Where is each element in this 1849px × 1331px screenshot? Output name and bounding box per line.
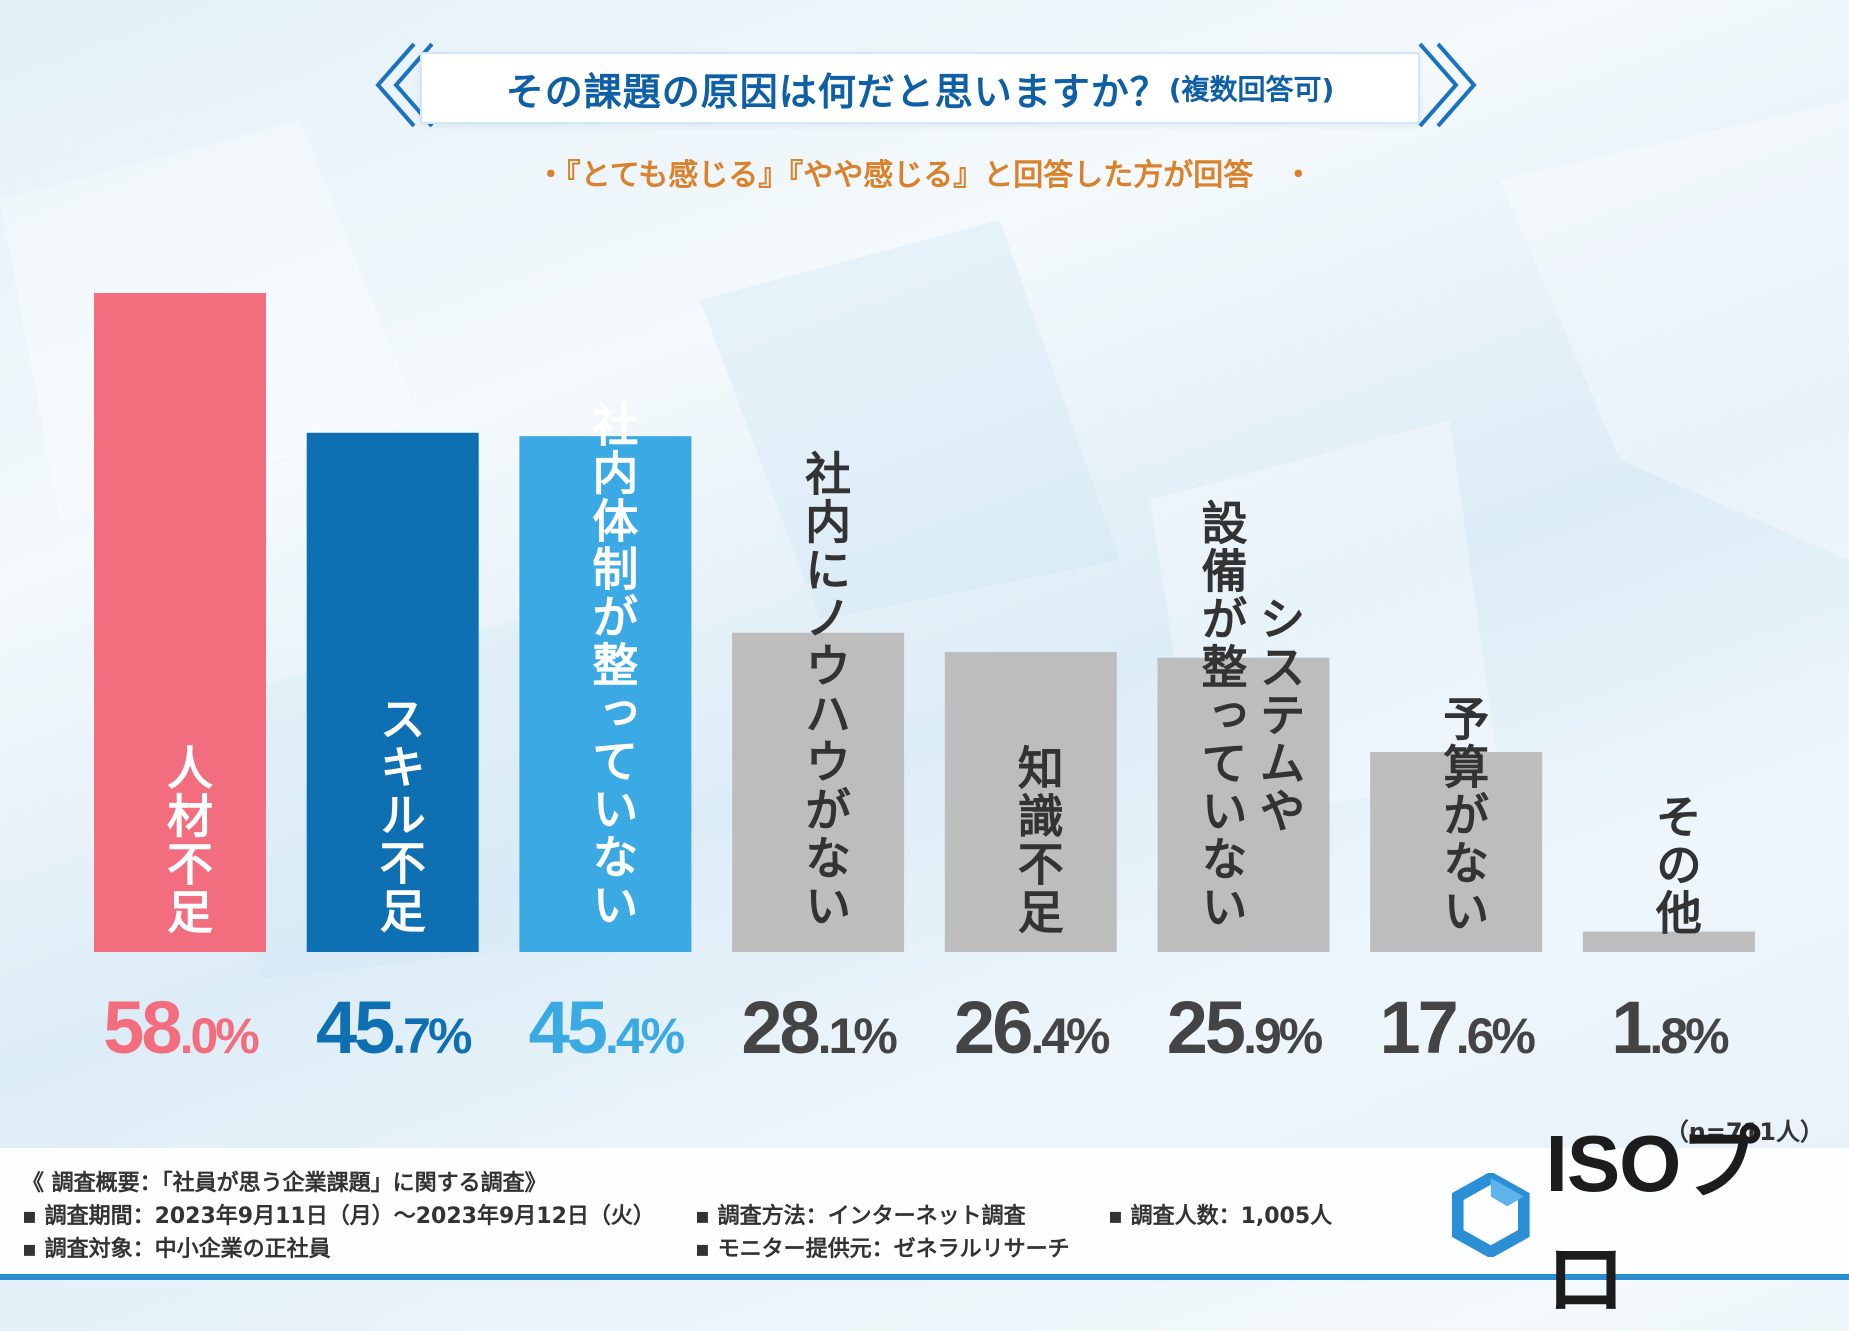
value-label-6: 25.9% bbox=[1124, 985, 1364, 1070]
value-label-8: 1.8% bbox=[1549, 985, 1789, 1070]
survey-summary: 《 調査概要：「社員が思う企業課題」に関する調査》 bbox=[22, 1171, 547, 1196]
chevron-right-icon bbox=[1418, 42, 1477, 128]
value-label-dec-6: .9% bbox=[1243, 1008, 1323, 1064]
category-label-1-col-1: 人材不足 bbox=[160, 744, 214, 936]
category-label-6-col-1: システムや bbox=[1252, 595, 1307, 835]
category-label-2-col-1: スキル不足 bbox=[372, 695, 427, 935]
bar-3 bbox=[519, 436, 692, 952]
value-label-2: 45.7% bbox=[273, 985, 513, 1070]
value-label-int-2: 45 bbox=[315, 986, 395, 1069]
value-label-7: 17.6% bbox=[1336, 985, 1576, 1070]
bar-8 bbox=[1582, 931, 1755, 952]
chart-title-note: (複数回答可) bbox=[1168, 73, 1335, 106]
survey-footer bbox=[0, 1148, 1849, 1280]
bar-5 bbox=[944, 652, 1117, 952]
survey-method: ▪ 調査方法：インターネット調査 bbox=[695, 1204, 1026, 1229]
isopro-logo: ISOプロ bbox=[1450, 1119, 1830, 1324]
category-label-7: 予算がない bbox=[1427, 690, 1491, 940]
value-label-int-5: 26 bbox=[954, 986, 1033, 1069]
category-label-3: 社内体制が整っていない bbox=[576, 390, 640, 940]
value-label-int-3: 45 bbox=[528, 986, 608, 1069]
category-label-8-col-1: その他 bbox=[1648, 793, 1703, 937]
value-label-dec-8: .8% bbox=[1649, 1008, 1729, 1064]
value-label-dec-3: .4% bbox=[604, 1008, 685, 1064]
value-label-4: 28.1% bbox=[698, 985, 938, 1070]
survey-provider: ▪ モニター提供元：ゼネラルリサーチ bbox=[695, 1237, 1070, 1262]
hexagon-logo-icon bbox=[1451, 1173, 1530, 1257]
bar-1 bbox=[94, 293, 266, 952]
bar-6 bbox=[1157, 657, 1330, 952]
bar-4 bbox=[732, 632, 905, 952]
category-label-5-col-1: 知識不足 bbox=[1010, 744, 1065, 936]
survey-count: ▪ 調査人数：1,005人 bbox=[1108, 1204, 1333, 1229]
value-label-int-7: 17 bbox=[1379, 986, 1458, 1069]
category-label-3-col-1: 社内体制が整っていない bbox=[585, 401, 640, 929]
survey-target: ▪ 調査対象：中小企業の正社員 bbox=[22, 1237, 331, 1262]
value-label-1: 58.0% bbox=[60, 985, 300, 1070]
chart-title: その課題の原因は何だと思いますか？ bbox=[505, 69, 1169, 114]
bar-chart bbox=[94, 293, 1755, 953]
sample-size-note: （n=711人） bbox=[1664, 1118, 1824, 1146]
value-label-3: 45.4% bbox=[485, 985, 725, 1070]
value-label-int-4: 28 bbox=[741, 986, 820, 1069]
value-label-int-6: 25 bbox=[1166, 986, 1246, 1069]
value-label-dec-1: .0% bbox=[179, 1008, 260, 1064]
survey-period: ▪ 調査期間：2023年9月11日（月）～2023年9月12日（火） bbox=[22, 1204, 655, 1229]
value-label-int-1: 58 bbox=[103, 986, 182, 1069]
logo-text: ISOプロ bbox=[1545, 1119, 1761, 1324]
category-label-2: スキル不足 bbox=[364, 690, 427, 940]
category-label-1: 人材不足 bbox=[151, 740, 214, 940]
category-label-6-col-2: 設備が整っていない bbox=[1194, 499, 1249, 931]
footer-accent-line bbox=[0, 1274, 1849, 1280]
category-label-4: 社内にノウハウがない bbox=[789, 440, 853, 940]
category-label-4-col-1: 社内にノウハウがない bbox=[798, 450, 853, 930]
category-label-5: 知識不足 bbox=[1002, 740, 1065, 940]
value-label-int-8: 1 bbox=[1611, 986, 1652, 1069]
category-label-7-col-1: 予算がない bbox=[1436, 695, 1491, 935]
category-label-8: その他 bbox=[1640, 790, 1703, 940]
value-label-dec-4: .1% bbox=[817, 1008, 898, 1064]
bar-2 bbox=[306, 432, 479, 953]
category-label-6: システムや 設備が整っていない bbox=[1186, 490, 1307, 940]
bar-7 bbox=[1370, 752, 1543, 952]
chart-subtitle: ・『とても感じる』『やや感じる』と回答した方が回答 ・ bbox=[535, 158, 1314, 193]
value-label-dec-7: .6% bbox=[1455, 1008, 1536, 1064]
chart-title-box: その課題の原因は何だと思いますか？ (複数回答可) bbox=[420, 52, 1420, 124]
value-label-dec-5: .4% bbox=[1030, 1008, 1110, 1064]
value-label-5: 26.4% bbox=[911, 985, 1151, 1070]
value-label-dec-2: .7% bbox=[392, 1008, 472, 1064]
